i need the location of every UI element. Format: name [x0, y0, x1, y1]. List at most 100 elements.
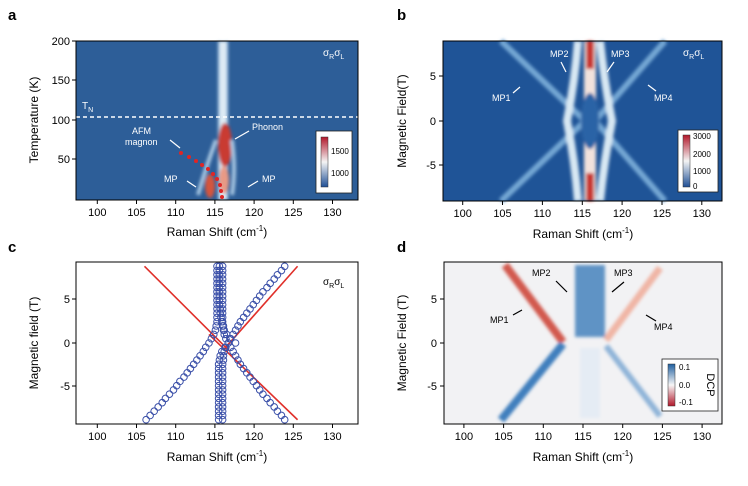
mp3-label-b: MP3: [611, 49, 630, 59]
data-point: [231, 351, 240, 360]
data-point: [214, 398, 223, 407]
x-axis-b: 100 105 110 115 120 125 130: [454, 201, 711, 220]
y-tick-label: -5: [426, 160, 436, 172]
data-point: [218, 279, 227, 288]
data-point: [165, 390, 174, 398]
x-axis-c: 100 105 110 115 120 125 130: [88, 424, 342, 443]
colorbar-d-tick: 0.0: [679, 381, 691, 390]
phonon-lowT-a: [219, 166, 229, 194]
data-point: [218, 369, 227, 377]
x-tick-label: 130: [693, 431, 711, 443]
data-point: [218, 390, 227, 398]
mp1-label-d: MP1: [490, 315, 509, 325]
x-tick-label: 110: [167, 431, 185, 443]
mp3-pointer-b: [606, 61, 615, 73]
x-tick-label: 120: [245, 207, 263, 219]
center-block-d: [575, 265, 605, 337]
mp4-pointer-d: [645, 314, 657, 322]
x-tick-label: 120: [613, 208, 631, 220]
data-point: [214, 373, 223, 381]
polarization-label-b: σRσL: [683, 48, 704, 61]
data-point: [234, 356, 242, 364]
x-axis-label-c: Raman Shift (cm-1): [167, 449, 267, 464]
scatter-plot-c: [142, 262, 299, 424]
data-point: [213, 283, 221, 292]
data-point: [214, 394, 223, 403]
mp2-pointer-b: [560, 61, 567, 73]
mp-right-pointer: [247, 180, 259, 188]
x-tick-label: 105: [494, 431, 512, 443]
x-axis-label-b: Raman Shift (cm-1): [533, 226, 633, 241]
data-point: [218, 296, 227, 305]
tn-label: TN: [82, 101, 93, 114]
data-point: [205, 339, 213, 347]
x-tick-label: 125: [284, 207, 302, 219]
data-point: [259, 288, 267, 296]
x-axis-label-a: Raman Shift (cm-1): [167, 224, 267, 239]
mp2-label-b: MP2: [550, 49, 569, 59]
y-axis-a: 200 150 100 50: [52, 36, 76, 166]
y-axis-c: 5 0 -5: [60, 294, 76, 393]
data-point: [218, 283, 227, 292]
data-point: [270, 403, 279, 411]
panel-a: a TN Ph: [8, 7, 359, 239]
x-tick-label: 120: [245, 431, 263, 443]
y-axis-label-b: Magnetic Field(T): [395, 74, 409, 167]
afm-dot: [211, 172, 215, 176]
phonon-top-hot-b: [586, 41, 594, 69]
data-point: [213, 266, 221, 275]
data-point: [213, 317, 221, 326]
data-point: [213, 270, 221, 279]
x-tick-label: 130: [693, 208, 711, 220]
heatmap-d-features: [497, 262, 663, 423]
data-point: [199, 347, 208, 356]
panel-letter-b: b: [397, 7, 406, 24]
center-diamond-b: [581, 93, 599, 149]
data-point: [214, 390, 223, 398]
colorbar-b-tick: 3000: [693, 132, 711, 141]
x-tick-label: 130: [323, 207, 341, 219]
y-axis-b: 5 0 -5: [426, 71, 443, 172]
data-point: [236, 360, 245, 369]
panel-b: b MP2 MP3 MP1 MP4 σRσL 3000: [395, 7, 723, 241]
data-point: [218, 386, 227, 394]
data-point: [231, 326, 240, 335]
x-tick-label: 125: [653, 208, 671, 220]
afm-label-line2: magnon: [125, 137, 158, 147]
colorbar-d-title: DCP: [704, 373, 716, 396]
data-point: [213, 279, 221, 288]
y-tick-label: 50: [58, 154, 70, 166]
heatmap-a-background: [76, 41, 358, 200]
colorbar-d-tick: -0.1: [679, 398, 693, 407]
phonon-label: Phonon: [252, 122, 283, 132]
magnon-hotspot-a: [205, 174, 215, 198]
x-tick-label: 105: [493, 208, 511, 220]
data-point: [229, 330, 237, 339]
y-axis-label-a: Temperature (K): [27, 77, 41, 164]
data-point: [161, 394, 170, 403]
mp2-trace-b: [562, 40, 582, 202]
x-tick-label: 115: [206, 431, 224, 443]
x-tick-label: 115: [206, 207, 224, 219]
panel-letter-c: c: [8, 239, 16, 256]
mp3-pointer-d: [611, 281, 625, 293]
panel-letter-d: d: [397, 239, 406, 256]
colorbar-d: [667, 363, 676, 407]
data-point: [218, 300, 227, 309]
y-tick-label: 0: [431, 338, 437, 350]
afm-dot: [220, 195, 224, 199]
x-axis-a: 100 105 110 115 120 125 130: [88, 200, 342, 219]
mp2-pointer-d: [555, 280, 568, 293]
data-point: [219, 326, 228, 335]
data-point: [226, 343, 235, 352]
data-point: [213, 262, 221, 271]
y-axis-label-c: Magnetic field (T): [27, 297, 41, 390]
data-point: [214, 377, 223, 386]
data-point: [218, 394, 227, 403]
data-point: [218, 317, 227, 326]
data-point: [266, 279, 274, 288]
data-point: [218, 364, 227, 373]
data-point: [224, 339, 233, 347]
data-point: [222, 334, 230, 343]
data-point: [207, 334, 216, 343]
